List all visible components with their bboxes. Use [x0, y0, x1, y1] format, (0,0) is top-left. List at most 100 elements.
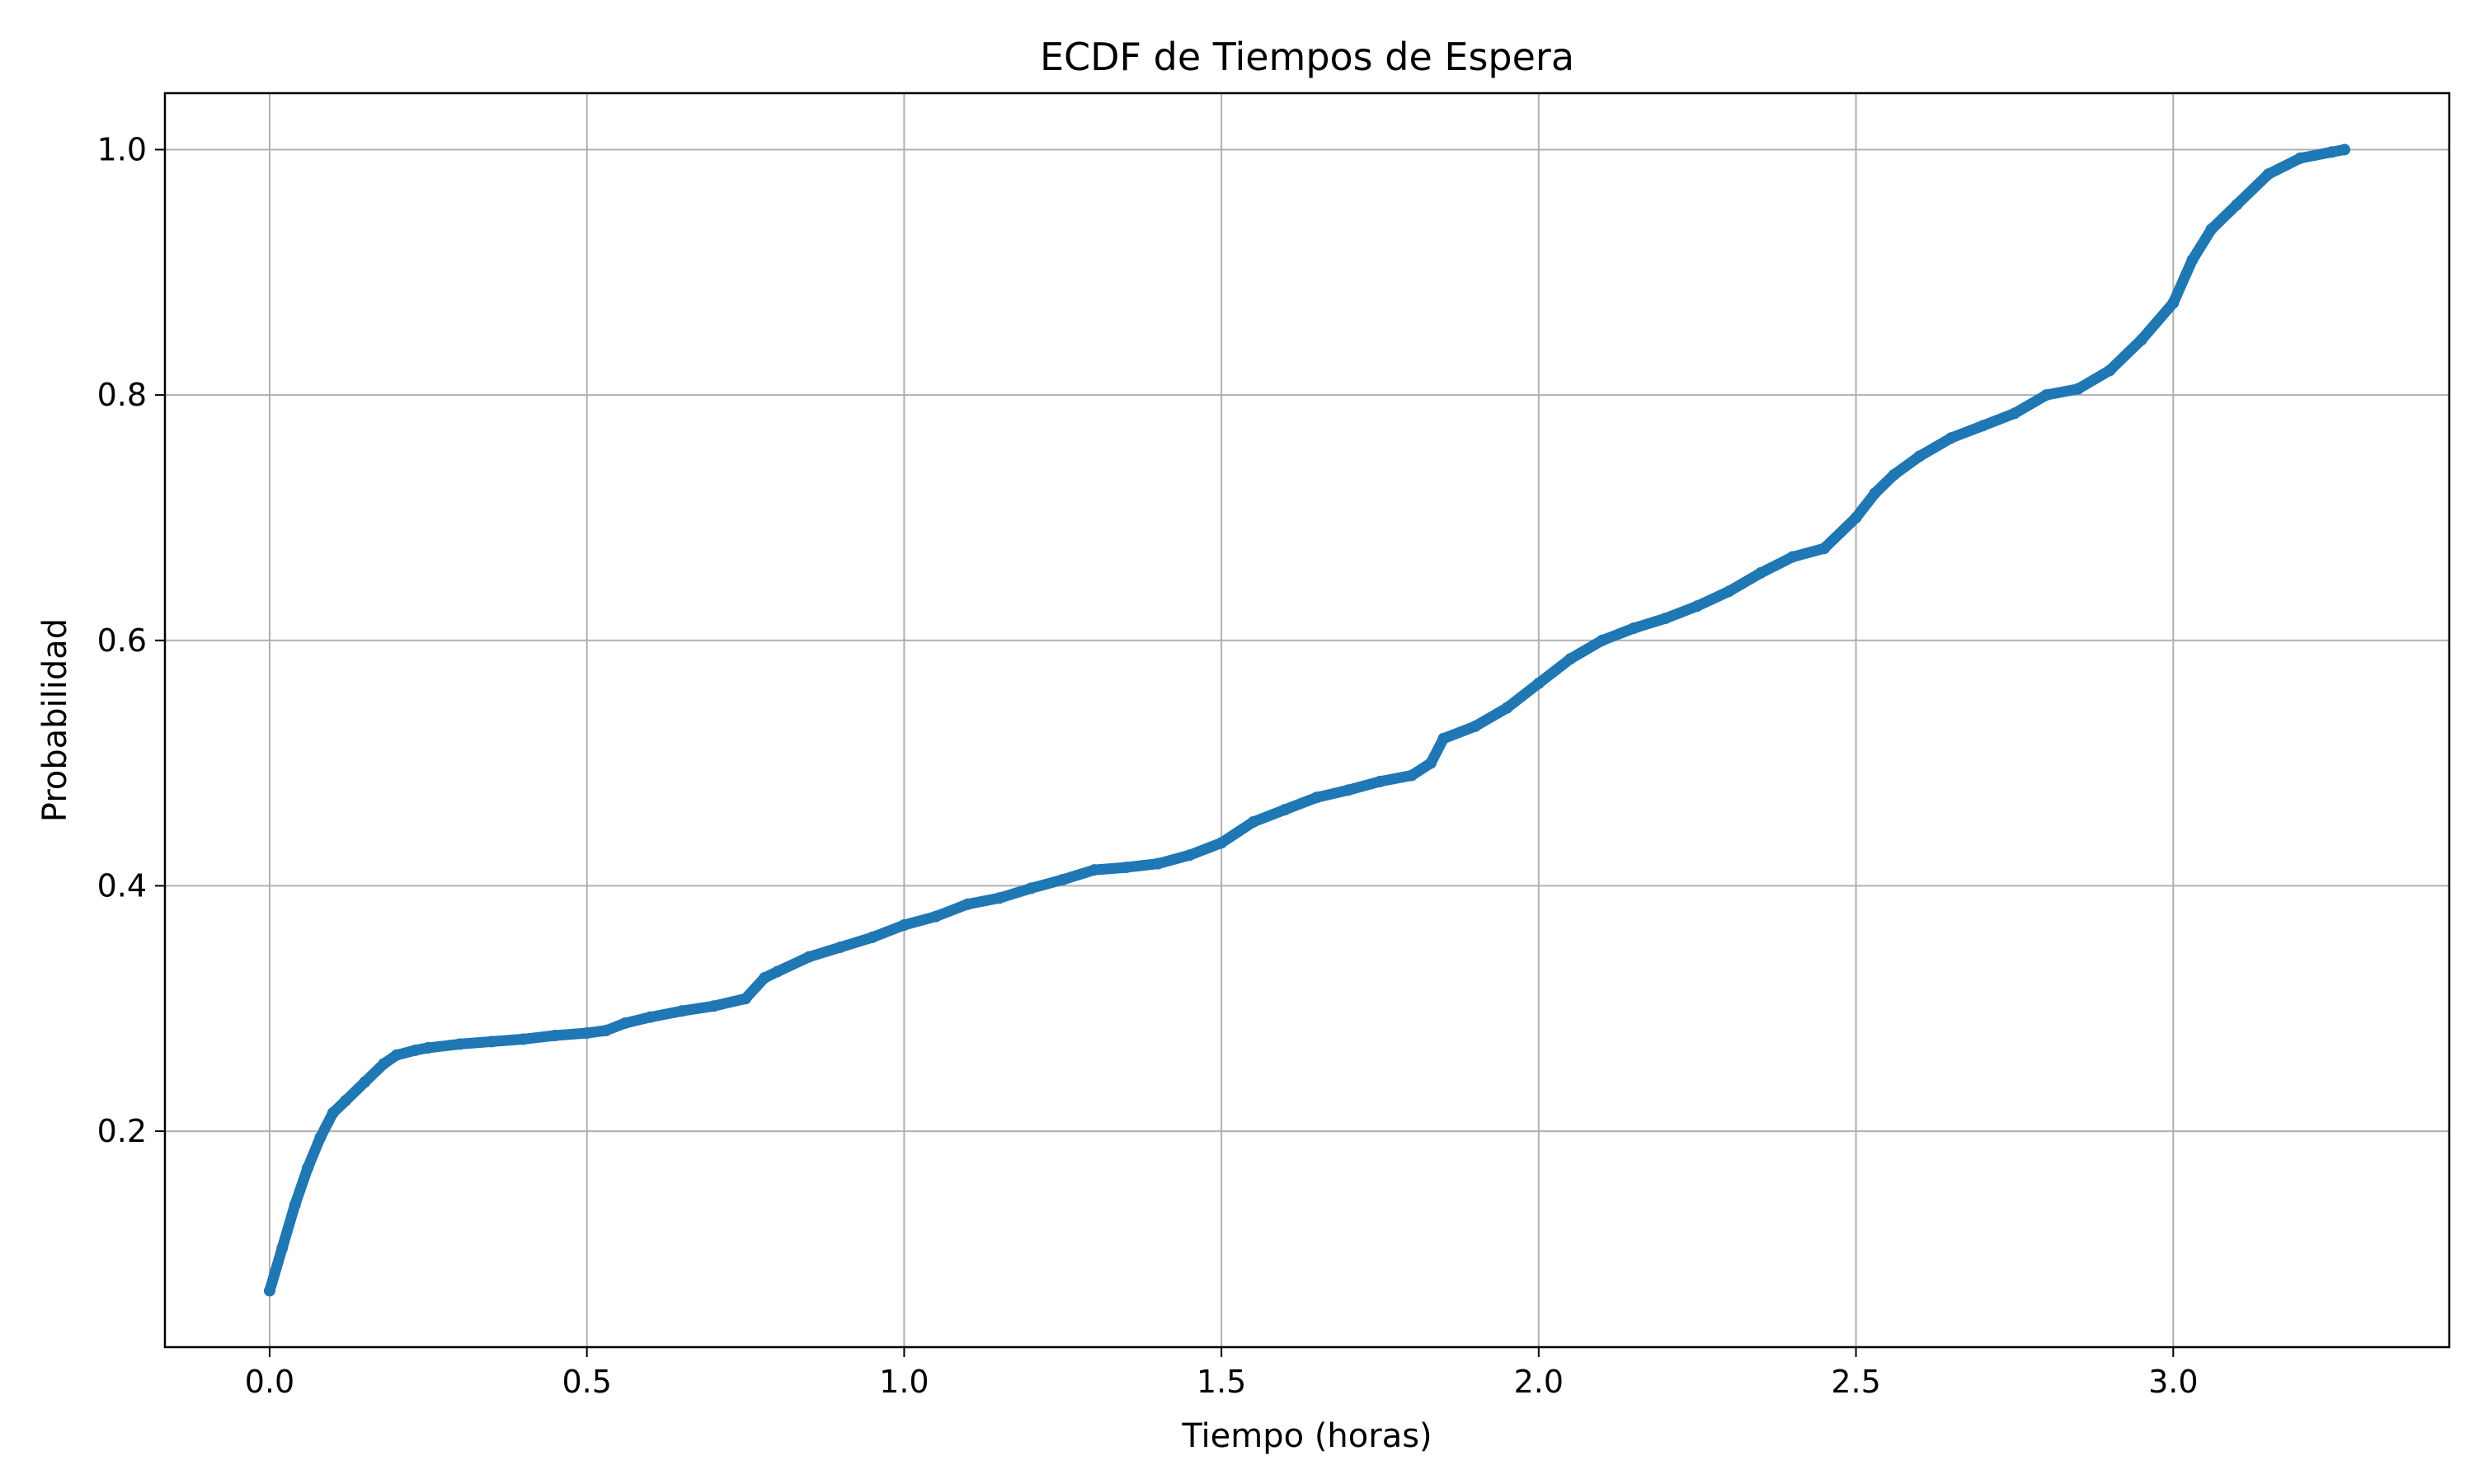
ecdf-point	[1888, 468, 1900, 481]
ecdf-series	[263, 143, 2351, 1297]
ecdf-point	[1310, 791, 1323, 804]
ecdf-point	[314, 1131, 327, 1144]
ecdf-point	[1437, 732, 1450, 744]
ecdf-point	[708, 1000, 720, 1012]
ecdf-point	[929, 910, 942, 923]
chart-title: ECDF de Tiempos de Espera	[1040, 35, 1574, 79]
ecdf-point	[1056, 873, 1069, 885]
ecdf-point	[581, 1027, 593, 1040]
ecdf-point	[1501, 702, 1513, 714]
x-tick-label: 2.0	[1514, 1364, 1564, 1400]
ecdf-point	[1405, 769, 1418, 782]
ecdf-point	[993, 892, 1005, 904]
ecdf-point	[1183, 849, 1196, 862]
ecdf-point	[2186, 254, 2199, 266]
ecdf-point	[1913, 450, 1926, 463]
x-axis-label: Tiempo (horas)	[1181, 1417, 1432, 1455]
ecdf-point	[1755, 566, 1767, 579]
ecdf-point	[898, 919, 910, 932]
ecdf-point	[2135, 334, 2147, 346]
ecdf-point	[276, 1242, 289, 1254]
ecdf-point	[2167, 297, 2180, 309]
ecdf-point	[1818, 542, 1831, 555]
grid-lines	[165, 93, 2449, 1347]
ecdf-point	[1786, 551, 1799, 563]
y-tick-label: 0.6	[97, 622, 147, 659]
ecdf-point	[2326, 146, 2338, 158]
ecdf-point	[549, 1029, 562, 1041]
ecdf-point	[1945, 432, 1957, 444]
ecdf-point	[771, 965, 783, 978]
ecdf-point	[1089, 864, 1101, 876]
ecdf-point	[390, 1049, 402, 1061]
x-tick-label: 1.5	[1197, 1364, 1246, 1400]
ecdf-point	[1564, 653, 1577, 665]
ecdf-point	[835, 941, 847, 953]
ecdf-point	[1152, 857, 1164, 870]
ecdf-point	[486, 1036, 498, 1048]
x-tick-label: 2.5	[1831, 1364, 1880, 1400]
ecdf-point	[409, 1044, 421, 1056]
y-tick-label: 0.8	[97, 377, 147, 413]
ecdf-point	[2339, 143, 2351, 156]
x-tick-label: 3.0	[2148, 1364, 2198, 1400]
ecdf-point	[2262, 168, 2274, 181]
ecdf-point	[618, 1017, 631, 1030]
ecdf-point	[1596, 634, 1608, 646]
ecdf-point	[2008, 407, 2020, 420]
ecdf-point	[1977, 420, 1989, 432]
ecdf-point	[1869, 487, 1881, 500]
ecdf-point	[644, 1011, 656, 1023]
ecdf-point	[2231, 199, 2243, 211]
y-axis-ticks: 0.2 0.4 0.6 0.8 1.0	[97, 131, 165, 1149]
ecdf-point	[1374, 775, 1386, 787]
ecdf-point	[2072, 383, 2084, 395]
ecdf-point	[359, 1076, 371, 1088]
ecdf-point	[327, 1106, 339, 1119]
x-tick-label: 0.5	[562, 1364, 611, 1400]
ecdf-point	[759, 972, 771, 984]
ecdf-point	[1850, 511, 1862, 524]
y-tick-label: 1.0	[97, 131, 147, 167]
ecdf-point	[1469, 720, 1481, 732]
y-tick-label: 0.4	[97, 867, 147, 904]
ecdf-point	[2294, 152, 2307, 164]
ecdf-point	[866, 931, 878, 943]
ecdf-point	[1723, 585, 1735, 598]
ecdf-point	[517, 1033, 529, 1045]
ecdf-point	[422, 1041, 435, 1054]
ecdf-point	[1025, 882, 1037, 895]
ecdf-point	[1247, 816, 1259, 829]
ecdf-point	[676, 1005, 689, 1017]
ecdf-point	[263, 1284, 275, 1297]
ecdf-point	[1279, 804, 1291, 816]
ecdf-point	[1691, 600, 1704, 613]
ecdf-point	[340, 1094, 352, 1106]
x-tick-label: 0.0	[245, 1364, 294, 1400]
ecdf-point	[1343, 784, 1355, 796]
ecdf-point	[1659, 612, 1672, 624]
ecdf-point	[1425, 757, 1437, 769]
ecdf-point	[454, 1038, 466, 1050]
ecdf-point	[302, 1162, 314, 1174]
y-axis-label: Probabilidad	[36, 618, 74, 822]
ecdf-point	[802, 951, 815, 963]
x-tick-label: 1.0	[879, 1364, 929, 1400]
ecdf-point	[1120, 862, 1132, 874]
ecdf-point	[378, 1058, 390, 1070]
x-axis-ticks: 0.0 0.5 1.0 1.5 2.0 2.5 3.0	[245, 1347, 2199, 1400]
ecdf-point	[2205, 223, 2218, 236]
ecdf-point	[740, 993, 752, 1005]
y-tick-label: 0.2	[97, 1113, 147, 1149]
ecdf-point	[1216, 837, 1228, 849]
ecdf-point	[1532, 677, 1545, 689]
ecdf-point	[600, 1025, 612, 1037]
ecdf-point	[1628, 622, 1640, 634]
ecdf-point	[289, 1199, 301, 1211]
ecdf-point	[2104, 364, 2116, 377]
ecdf-point	[962, 898, 974, 910]
plot-frame	[163, 92, 2451, 1349]
ecdf-point	[2040, 389, 2053, 402]
